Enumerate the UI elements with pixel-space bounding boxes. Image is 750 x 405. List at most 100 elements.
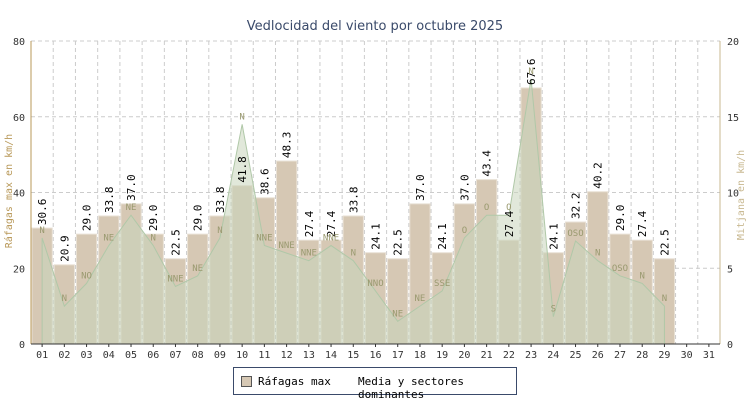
- x-tick-label: 09: [214, 350, 226, 361]
- x-tick-label: 26: [592, 350, 604, 361]
- x-tick-label: 28: [636, 350, 648, 361]
- y-left-tick-label: 60: [13, 113, 25, 124]
- y-right-tick-label: 10: [727, 189, 739, 200]
- gust-value-label: 30.6: [36, 199, 49, 226]
- x-tick-label: 07: [169, 350, 181, 361]
- y-left-tick-label: 20: [13, 264, 25, 275]
- sector-label: NNE: [323, 234, 339, 244]
- x-tick-label: 23: [525, 350, 537, 361]
- x-tick-label: 29: [658, 350, 670, 361]
- gust-value-label: 22.5: [392, 229, 405, 256]
- gust-value-label: 67.6: [525, 58, 538, 85]
- sector-label: OSO: [567, 229, 583, 239]
- x-tick-label: 31: [703, 350, 715, 361]
- y-right-tick-label: 15: [727, 113, 739, 124]
- sector-label: NE: [103, 234, 114, 244]
- gust-value-label: 29.0: [614, 205, 627, 232]
- gust-value-label: 41.8: [236, 156, 249, 182]
- x-tick-label: 21: [481, 350, 493, 361]
- sector-label: NE: [415, 294, 426, 304]
- x-tick-label: 20: [458, 350, 470, 361]
- sector-label: N: [217, 226, 222, 236]
- sector-label: N: [151, 234, 156, 244]
- x-tick-label: 08: [192, 350, 204, 361]
- gust-value-label: 27.4: [303, 210, 316, 237]
- gust-value-label: 48.3: [281, 132, 294, 159]
- sector-label: N: [639, 271, 644, 281]
- x-tick-label: 15: [347, 350, 359, 361]
- y-right-tick-label: 5: [727, 264, 733, 275]
- sector-label: N: [39, 226, 44, 236]
- sector-label: OSO: [612, 264, 628, 274]
- y-axis-left-label: Ráfagas max en km/h: [3, 134, 15, 248]
- gust-value-label: 37.0: [458, 174, 471, 201]
- sector-label: N: [351, 249, 356, 259]
- gust-value-label: 33.8: [347, 186, 360, 213]
- x-tick-label: 30: [681, 350, 693, 361]
- y-right-tick-label: 20: [727, 37, 739, 48]
- gust-value-label: 40.2: [592, 162, 605, 189]
- x-tick-label: 11: [258, 350, 270, 361]
- sector-label: NNE: [301, 249, 317, 259]
- x-tick-label: 16: [369, 350, 381, 361]
- gust-value-label: 22.5: [658, 229, 671, 256]
- x-tick-label: 14: [325, 350, 337, 361]
- x-tick-label: 03: [81, 350, 93, 361]
- x-tick-label: 06: [147, 350, 159, 361]
- gust-value-label: 33.8: [214, 186, 227, 213]
- gust-value-label: 29.0: [192, 205, 205, 232]
- gust-value-label: 20.9: [58, 235, 71, 262]
- sector-label: SSE: [434, 279, 450, 289]
- x-tick-label: 27: [614, 350, 626, 361]
- legend-swatch-gusts: [241, 376, 252, 387]
- gust-value-label: 33.8: [103, 186, 116, 212]
- sector-label: N: [662, 294, 667, 304]
- legend-item-gusts: Ráfagas max: [258, 375, 331, 388]
- x-tick-label: 19: [436, 350, 448, 361]
- gust-value-label: 37.0: [414, 174, 427, 201]
- sector-label: NNE: [278, 241, 294, 251]
- x-tick-label: 13: [303, 350, 315, 361]
- sector-label: S: [551, 305, 556, 315]
- sector-label: NE: [192, 264, 203, 274]
- gust-value-label: 22.5: [169, 229, 182, 256]
- gust-value-label: 38.6: [258, 168, 271, 195]
- gust-value-label: 27.4: [503, 210, 516, 237]
- legend: Ráfagas max Media y sectores dominantes: [233, 367, 517, 401]
- sector-label: NO: [81, 271, 92, 281]
- x-tick-label: 24: [547, 350, 559, 361]
- x-tick-label: 02: [58, 350, 70, 361]
- sector-label: N: [595, 249, 600, 259]
- x-tick-label: 17: [392, 350, 404, 361]
- legend-item-average: Media y sectores dominantes: [358, 375, 464, 401]
- y-left-tick-label: 80: [13, 37, 25, 48]
- sector-label: N: [62, 294, 67, 304]
- gust-value-label: 29.0: [81, 205, 94, 232]
- x-tick-label: 25: [570, 350, 582, 361]
- x-tick-label: 18: [414, 350, 426, 361]
- sector-label: NNE: [167, 274, 183, 284]
- sector-label: N: [528, 67, 533, 77]
- sector-label: O: [484, 203, 489, 213]
- sector-label: O: [506, 203, 511, 213]
- sector-label: NE: [392, 309, 403, 319]
- gust-value-label: 24.1: [547, 223, 560, 250]
- y-left-tick-label: 0: [19, 340, 25, 351]
- gust-value-label: 32.2: [570, 193, 583, 220]
- average-area: [41, 78, 665, 345]
- x-tick-label: 04: [103, 350, 115, 361]
- x-tick-label: 05: [125, 350, 137, 361]
- x-tick-label: 22: [503, 350, 515, 361]
- x-tick-label: 01: [36, 350, 48, 361]
- gust-value-label: 27.4: [325, 210, 338, 237]
- sector-label: NNO: [367, 279, 383, 289]
- sector-label: NE: [126, 203, 137, 213]
- sector-label: NNE: [256, 234, 272, 244]
- gust-value-label: 24.1: [436, 223, 449, 250]
- y-right-tick-label: 0: [727, 340, 733, 351]
- gust-value-label: 37.0: [125, 174, 138, 201]
- gust-value-label: 24.1: [370, 223, 383, 250]
- chart-title: Vedlocidad del viento por octubre 2025: [247, 19, 503, 34]
